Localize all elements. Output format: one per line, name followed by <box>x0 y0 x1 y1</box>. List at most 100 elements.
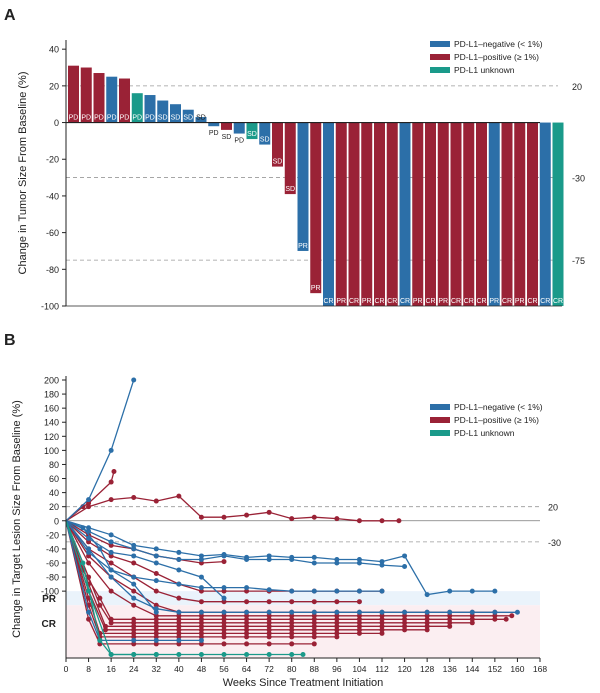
legend-b: PD-L1–negative (< 1%) PD-L1–positive (≥ … <box>430 402 543 438</box>
bar-response-label: CR <box>527 298 537 305</box>
series-line-negative <box>65 379 135 522</box>
bar-positive <box>450 122 462 306</box>
series-line-positive <box>65 520 473 624</box>
series-point-negative <box>131 595 137 601</box>
series-point-negative <box>221 553 227 559</box>
y-tick-label-a: -20 <box>46 155 59 165</box>
bar-response-label: SD <box>158 115 168 122</box>
bar-positive <box>386 122 398 306</box>
series-point-positive <box>289 620 295 626</box>
series-point-positive <box>131 588 137 594</box>
series-point-negative <box>86 525 92 531</box>
bar-positive <box>93 73 105 123</box>
series-point-positive <box>424 613 430 619</box>
y-tick-label-a: 40 <box>49 45 59 55</box>
series-line-negative <box>65 520 225 599</box>
series-point-negative <box>334 560 340 566</box>
y-tick-label-b: 140 <box>44 418 59 428</box>
series-point-positive <box>131 634 137 640</box>
series-point-negative <box>176 609 182 615</box>
series-point-negative <box>108 532 114 538</box>
series-point-positive <box>198 588 204 594</box>
bar-negative <box>399 122 411 306</box>
series-point-positive <box>153 623 159 629</box>
series-point-positive <box>198 623 204 629</box>
series-point-positive <box>86 560 92 566</box>
series-point-positive <box>266 509 272 515</box>
bar-unknown <box>246 122 258 140</box>
series-point-positive <box>108 497 114 503</box>
bar-positive <box>437 122 449 306</box>
series-point-unknown <box>97 637 103 643</box>
reference-line-label-a: 20 <box>572 82 582 92</box>
series-point-positive <box>244 620 250 626</box>
series-point-positive <box>131 630 137 636</box>
series-point-negative <box>221 585 227 591</box>
series-point-negative <box>221 595 227 601</box>
bar-response-label: PD <box>107 115 117 122</box>
series-point-unknown <box>300 651 306 657</box>
legend-label-unknown-b: PD-L1 unknown <box>454 428 515 438</box>
bar-negative <box>144 95 156 123</box>
series-point-negative <box>311 609 317 615</box>
series-point-positive <box>379 630 385 636</box>
series-point-negative <box>198 637 204 643</box>
series-point-negative <box>198 585 204 591</box>
series-point-negative <box>131 377 137 383</box>
bar-response-label: SD <box>171 115 181 122</box>
series-point-negative <box>356 556 362 562</box>
bar-response-label: CR <box>464 298 474 305</box>
legend-label-positive-b: PD-L1–positive (≥ 1%) <box>454 415 539 425</box>
series-point-positive <box>198 630 204 636</box>
bar-positive <box>272 122 283 167</box>
series-point-positive <box>334 623 340 629</box>
bar-positive <box>361 122 373 306</box>
bar-negative <box>195 117 207 123</box>
reference-line-label-a: -75 <box>572 256 585 266</box>
bar-response-label: CR <box>553 298 563 305</box>
x-axis-label-b: Weeks Since Treatment Initiation <box>223 677 384 689</box>
series-line-positive <box>65 520 360 603</box>
bar-negative <box>157 100 169 123</box>
bar-negative <box>233 122 245 134</box>
series-point-positive <box>289 613 295 619</box>
series-point-positive <box>244 512 250 518</box>
series-point-positive <box>289 627 295 633</box>
x-tick-label-b: 32 <box>152 664 162 674</box>
series-point-positive <box>221 514 227 520</box>
legend-label-positive-a: PD-L1–positive (≥ 1%) <box>454 52 539 62</box>
series-point-positive <box>131 623 137 629</box>
x-tick-label-b: 72 <box>264 664 274 674</box>
bar-response-label: PR <box>515 298 525 305</box>
series-point-unknown <box>80 560 86 566</box>
series-point-positive <box>334 613 340 619</box>
series-point-positive <box>176 493 182 499</box>
series-line-negative <box>65 520 405 568</box>
series-point-negative <box>86 609 92 615</box>
bar-positive <box>221 122 232 130</box>
series-point-positive <box>266 616 272 622</box>
series-line-positive <box>65 520 507 620</box>
series-point-positive <box>131 495 137 501</box>
series-line-negative <box>65 520 495 596</box>
bar-response-label: CR <box>349 298 359 305</box>
series-point-positive <box>334 599 340 605</box>
bar-positive <box>374 122 385 306</box>
series-point-positive <box>103 627 108 633</box>
series-point-positive <box>86 616 92 622</box>
bar-response-label: PD <box>132 115 142 122</box>
series-point-positive <box>176 620 182 626</box>
series-point-negative <box>289 609 295 615</box>
series-point-unknown <box>221 651 227 657</box>
x-tick-label-b: 80 <box>287 664 297 674</box>
bars-a: PD PD PD PD PD PD PD SD SD SD SDPDSDPDSDSDSDSDPRPR… <box>68 65 564 306</box>
series-point-positive <box>356 627 362 633</box>
y-tick-label-b: 80 <box>49 460 59 470</box>
series-point-negative <box>108 447 114 453</box>
series-point-positive <box>356 623 362 629</box>
series-point-positive <box>469 613 475 619</box>
series-point-positive <box>198 560 204 566</box>
series-point-negative <box>356 560 362 566</box>
series-point-positive <box>379 518 385 524</box>
bar-positive <box>501 122 513 306</box>
